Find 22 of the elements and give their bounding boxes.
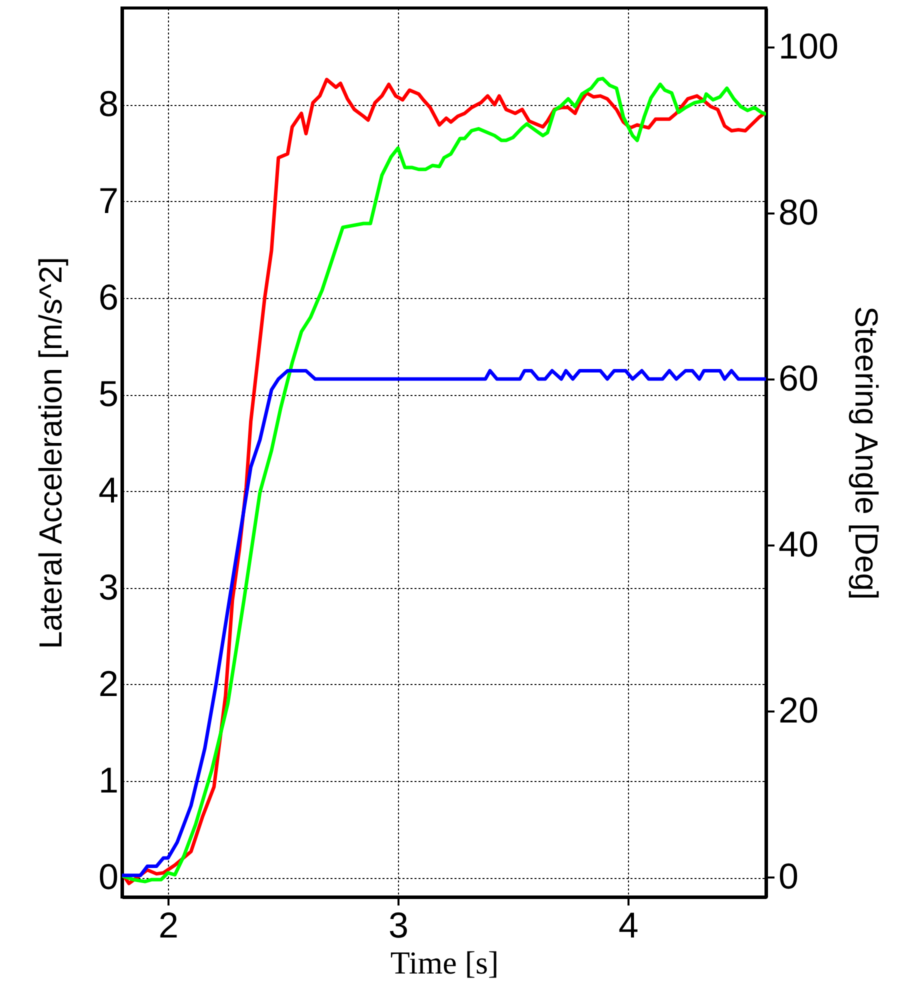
x-tick-label: 2 [158, 904, 179, 946]
y-tick-label: 8 [98, 83, 118, 124]
y2-tick-label: 40 [778, 524, 819, 565]
y2-tick-label: 20 [778, 690, 819, 731]
y-axis-title: Lateral Acceleration [m/s^2] [32, 256, 68, 650]
y-tick-label: 2 [98, 662, 118, 704]
y-tick-label: 6 [98, 276, 118, 318]
y-tick-label: 5 [98, 373, 118, 414]
y-tick-label: 7 [98, 180, 118, 221]
x-axis-title: Time [s] [390, 944, 499, 980]
y-tick-label: 3 [98, 566, 118, 608]
y2-tick-label: 80 [778, 192, 819, 233]
line-series [122, 368, 766, 878]
y-tick-label: 1 [98, 760, 118, 801]
y-tick-label: 4 [98, 470, 118, 511]
y2-tick-label: 0 [778, 856, 799, 897]
y2-axis-title: Steering Angle [Deg] [848, 306, 885, 600]
x-tick-label: 4 [618, 904, 639, 946]
y2-tick-label: 100 [778, 26, 839, 67]
y2-tick-label: 60 [778, 358, 819, 399]
x-tick-label: 3 [388, 904, 409, 946]
y-tick-label: 0 [98, 856, 118, 898]
